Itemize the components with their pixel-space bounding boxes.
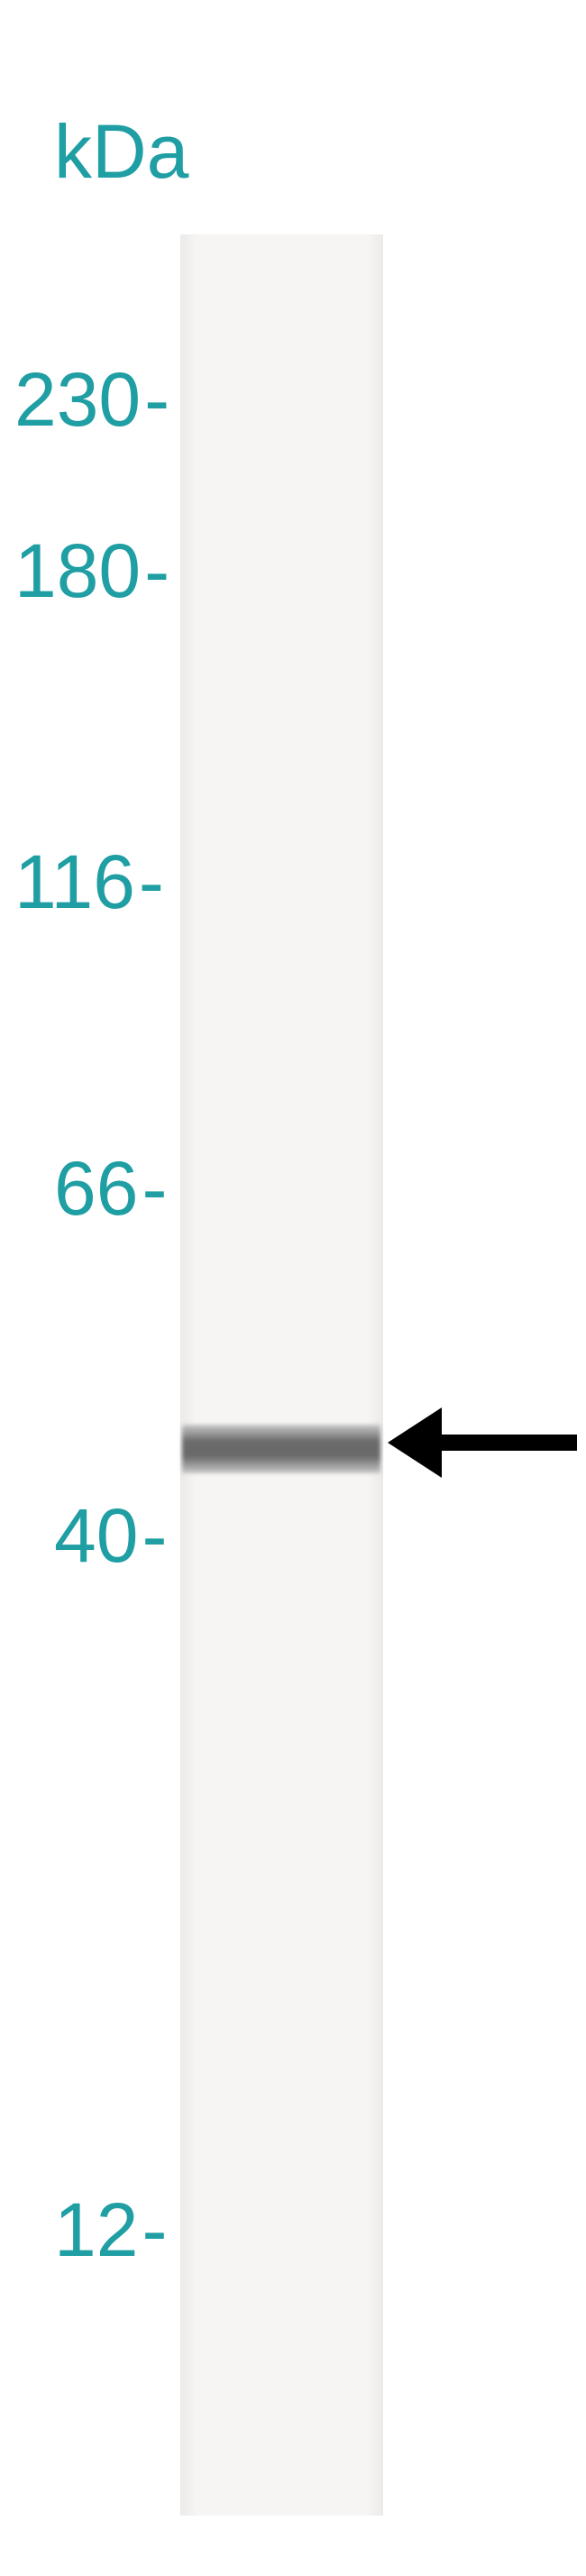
protein-band [182,1425,380,1473]
arrow-shaft [442,1435,577,1451]
mw-marker-66: 66- [54,1145,167,1233]
mw-marker-12: 12- [54,2186,167,2274]
blot-lane [180,234,383,2516]
mw-marker-40: 40- [54,1492,167,1580]
arrow-head-icon [388,1407,442,1478]
mw-marker-180: 180- [14,527,169,615]
mw-marker-116: 116- [14,839,164,926]
unit-label: kDa [54,108,188,196]
band-arrow [388,1407,577,1478]
western-blot-figure: { "figure": { "type": "western-blot", "w… [0,0,586,2576]
mw-marker-230: 230- [14,356,169,444]
